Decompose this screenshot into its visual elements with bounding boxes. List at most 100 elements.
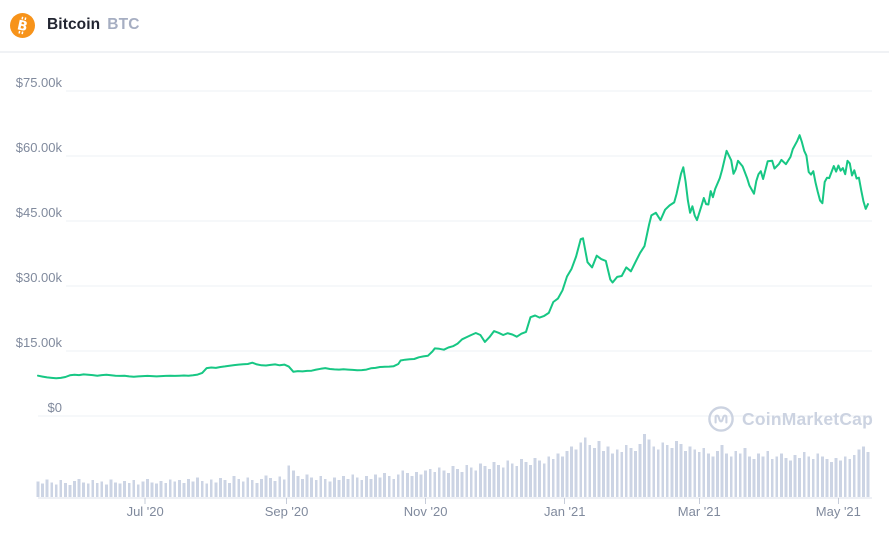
volume-bar [593,448,596,497]
volume-bar [383,473,386,497]
volume-bar [629,448,633,497]
volume-bar [510,463,514,497]
volume-bar [515,466,519,497]
volume-bar [146,478,149,497]
volume-bar [848,459,852,497]
volume-bar [360,480,364,497]
price-line [37,134,869,380]
volume-bar [679,443,683,497]
volume-bar [109,479,113,497]
volume-bar [296,476,300,497]
volume-bar [711,456,715,497]
volume-bar [196,477,199,497]
volume-bar [538,460,541,497]
volume-bar [643,434,646,497]
volume-bar [497,464,500,497]
volume-bar [775,456,779,497]
volume-bar [369,478,373,497]
coin-header: B Bitcoin BTC [0,0,889,50]
volume-bar [214,482,218,497]
volume-bar [282,479,286,497]
volume-bar [588,445,592,497]
volume-bar [551,459,555,497]
volume-bar [839,460,842,497]
volume-bar [305,474,309,497]
volume-bar [301,478,304,497]
volume-bar [862,446,865,497]
volume-bar [333,477,336,497]
volume-bar [469,467,473,497]
volume-bar [807,456,811,497]
volume-bar [542,463,546,497]
volume-bar [602,450,605,497]
volume-bar [579,442,583,497]
volume-bar [374,474,377,497]
volume-bar [693,449,697,497]
volume-bar [168,479,172,497]
volume-bar [64,483,67,497]
volume-bar [488,469,491,497]
volume-bar [50,482,54,497]
x-axis-label: May '21 [815,504,861,519]
volume-bar [114,482,117,497]
volume-bar [748,456,751,497]
watermark-text: CoinMarketCap [742,408,873,429]
volume-bar [59,480,63,497]
x-axis-label: Jan '21 [543,504,586,519]
volume-bar [428,469,432,497]
volume-bar [141,481,145,497]
volume-bar [670,448,674,497]
volume-bar [159,480,163,497]
volume-bar [725,453,728,497]
volume-bar [187,478,190,497]
volume-bar [752,459,756,497]
volume-bar [314,480,318,497]
volume-bar [570,446,573,497]
volume-bar [437,467,441,497]
volume-bar [620,452,624,497]
volume-bar [45,479,49,497]
y-axis-label: $30.00k [15,270,62,285]
volume-bar [634,450,637,497]
volume-bar [716,450,719,497]
volume-bar [447,473,450,497]
volume-bar [255,483,259,497]
volume-bar [173,481,177,497]
volume-bar [415,471,418,497]
volume-bar [164,483,168,497]
volume-bar [561,456,564,497]
volume-bar [387,476,391,497]
volume-bar [583,437,587,497]
volume-bar [506,460,510,497]
volume-bar [802,452,806,497]
volume-bar [474,470,478,497]
volume-bar [406,473,409,497]
volume-bar [520,459,523,497]
coinmarketcap-watermark: CoinMarketCap [707,404,873,434]
volume-bar [597,441,601,497]
volume-bar [793,455,797,497]
volume-bar [150,482,154,497]
volume-bar [702,448,706,497]
volume-bar [789,460,792,497]
volume-bar [688,446,692,497]
volume-bar [675,441,678,497]
volume-bar [734,450,738,497]
volume-bar [319,476,323,497]
volume-bar [533,457,537,497]
volume-bar [246,477,250,497]
volume-bar [547,456,551,497]
volume-bar [424,470,427,497]
volume-bar [292,470,295,497]
volume-bar [328,481,332,497]
volume-bar [100,481,104,497]
x-axis-label: Nov '20 [403,504,448,519]
volume-bar [232,476,236,497]
volume-bar [743,448,747,497]
x-axis-label: Mar '21 [677,504,721,519]
volume-bar [250,480,254,497]
volume-bar [118,483,122,497]
y-axis-label: $0 [47,400,62,415]
